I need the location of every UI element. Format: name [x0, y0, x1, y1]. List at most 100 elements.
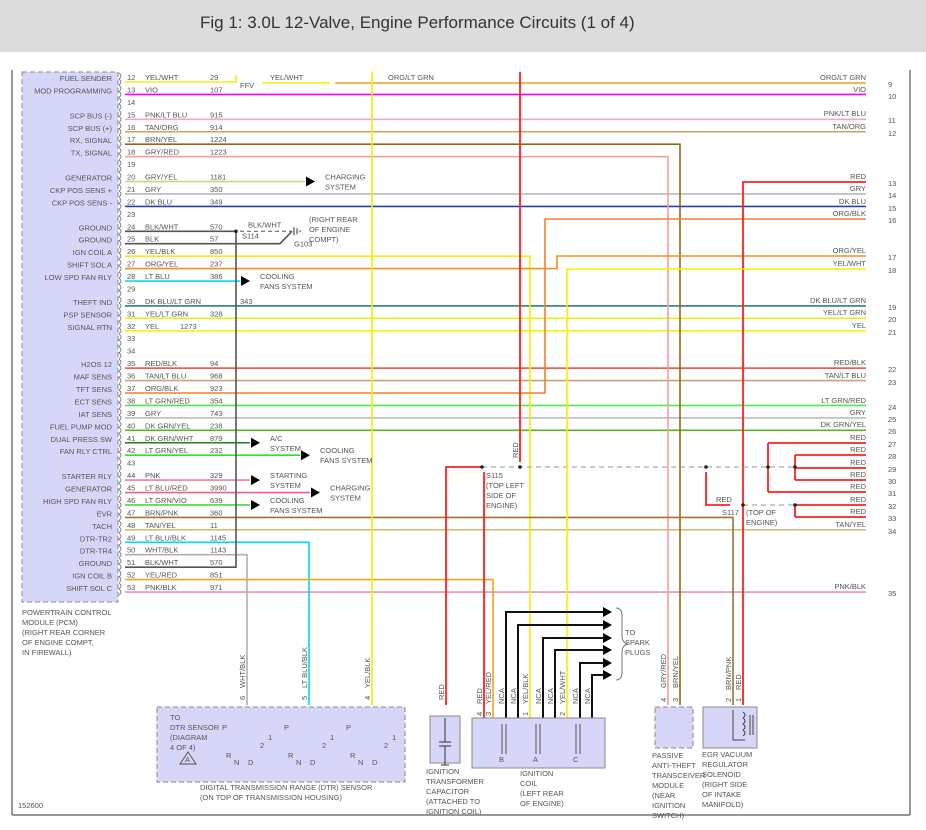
pin-terminal-icon	[118, 172, 122, 185]
circuit-number: 639	[210, 496, 223, 505]
circuit-number: 107	[210, 85, 223, 94]
destination-label: A/C	[270, 434, 283, 443]
splice-dot	[766, 465, 770, 469]
right-pin-number: 19	[888, 303, 896, 312]
pats-title: TRANSCEIVER	[652, 771, 706, 780]
destination-label: FANS SYSTEM	[270, 506, 323, 515]
wire-color-label: GRY	[145, 185, 161, 194]
pcm-pin-number: 27	[127, 260, 135, 269]
coil-pin-number: 3	[484, 712, 493, 716]
circuit-number: 879	[210, 434, 223, 443]
pin-terminal-icon	[118, 209, 122, 223]
pcm-pin-number: 15	[127, 110, 135, 119]
pcm-pin-label: IAT SENS	[79, 410, 112, 419]
wire-color-label: PNK/LT BLU	[145, 110, 187, 119]
egr-wire-label: RED	[734, 674, 743, 690]
wire-pin-12	[125, 75, 237, 83]
pcm-pin-label: RX, SIGNAL	[70, 136, 112, 145]
right-wire-label: RED	[850, 507, 866, 516]
dtr-wire-label: YEL/BLK	[363, 658, 372, 688]
dtr-position-label: R	[350, 751, 356, 760]
dtr-position-label: P	[284, 723, 289, 732]
dtr-position-label: R	[288, 751, 294, 760]
dtr-position-label: P	[346, 723, 351, 732]
coil-title: OF ENGINE)	[520, 799, 564, 808]
s114-label: S114	[242, 231, 259, 240]
pin-terminal-icon	[118, 72, 122, 86]
pcm-pin-number: 32	[127, 322, 135, 331]
capacitor-title: IGNITION COIL)	[426, 807, 482, 816]
right-wire-label: VIO	[853, 85, 866, 94]
arrow-icon	[603, 633, 612, 643]
circuit-number: 360	[210, 508, 223, 517]
pcm-pin-number: 29	[127, 284, 135, 293]
pcm-pin-number: 41	[127, 434, 135, 443]
pin-terminal-icon	[118, 85, 122, 98]
pcm-pin-number: 40	[127, 421, 135, 430]
coil-pin-number: 4	[475, 712, 484, 716]
solenoid-icon	[732, 710, 754, 741]
pats-title: (NEAR	[652, 791, 676, 800]
right-wire-label: TAN/ORG	[832, 122, 866, 131]
pcm-pin-number: 37	[127, 384, 135, 393]
pcm-caption: (RIGHT REAR CORNER	[22, 628, 106, 637]
wire-color-label: LT GRN/VIO	[145, 496, 187, 505]
destination-label: STARTING	[270, 471, 307, 480]
circuit-number: 1273	[180, 322, 197, 331]
wire-color-label: YEL/RED	[145, 571, 178, 580]
pin-terminal-icon	[118, 570, 122, 583]
pin-terminal-icon	[118, 557, 122, 571]
spark-lead	[554, 649, 606, 718]
pin-terminal-icon	[118, 147, 122, 160]
s117-splice-dot	[741, 503, 745, 507]
pcm-pin-number: 14	[127, 98, 135, 107]
right-wire-label: YEL/LT GRN	[823, 308, 866, 317]
right-pin-number: 18	[888, 266, 896, 275]
destination-label: COOLING	[270, 496, 305, 505]
destination-label: FANS SYSTEM	[320, 456, 373, 465]
pcm-pin-label: DTR-TR2	[80, 534, 112, 543]
capacitor-wire-label: RED	[437, 684, 446, 700]
pcm-pin-label: FUEL SENDER	[60, 74, 113, 83]
egr-title: (RIGHT SIDE	[702, 780, 747, 789]
pcm-pin-label: THEFT IND	[73, 298, 113, 307]
egr-title: OF INTAKE	[702, 790, 741, 799]
destination-label: SYSTEM	[330, 494, 361, 503]
dtr-pin-number: 4	[363, 696, 372, 700]
pin-terminal-icon	[118, 508, 122, 521]
coil-wire-label: YEL/WHT	[558, 670, 567, 704]
circuit-number: 570	[210, 558, 223, 567]
s117-location: (TOP OF	[746, 508, 777, 517]
splice-dot	[518, 465, 522, 469]
circuit-number: 923	[210, 384, 223, 393]
wire-red-capacitor	[445, 466, 482, 705]
g103-location: COMPT)	[309, 235, 339, 244]
wire-color-label: LT BLU/BLK	[145, 533, 186, 542]
pcm-pin-number: 26	[127, 247, 135, 256]
pcm-pin-number: 23	[127, 210, 135, 219]
wire-color-label: BRN/PNK	[145, 508, 178, 517]
pin-terminal-icon	[118, 545, 122, 559]
pin-terminal-icon	[118, 371, 122, 384]
pats-wire-label: BRN/YEL	[671, 656, 680, 688]
coil-wire-label: RED	[475, 688, 484, 704]
s115-location: ENGINE)	[486, 501, 518, 510]
pcm-pin-label: SHIFT SOL A	[67, 261, 112, 270]
dtr-position-label: 2	[260, 741, 264, 750]
right-pin-number: 22	[888, 365, 896, 374]
wire-color-label: LT BLU/RED	[145, 484, 188, 493]
wire-pin-37	[125, 218, 866, 394]
wire-color-label: GRY/RED	[145, 148, 180, 157]
dtr-ref-badge: A	[185, 755, 190, 764]
right-pin-number: 34	[888, 527, 896, 536]
pats-title: PASSIVE	[652, 751, 684, 760]
spark-lead	[505, 611, 606, 718]
wire-color-label: GRY/YEL	[145, 173, 177, 182]
s115-label: S115	[486, 471, 503, 480]
arrow-icon	[603, 670, 612, 680]
dtr-ref-label: (DIAGRAM	[170, 733, 208, 742]
capacitor-title: (ATTACHED TO	[426, 797, 480, 806]
right-wire-label: ORG/LT GRN	[820, 73, 866, 82]
wire-color-label: YEL/BLK	[145, 247, 175, 256]
